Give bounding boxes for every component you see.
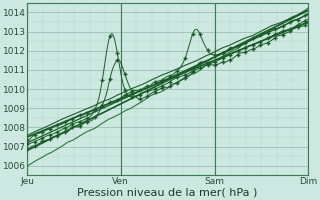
X-axis label: Pression niveau de la mer( hPa ): Pression niveau de la mer( hPa ) <box>77 187 258 197</box>
